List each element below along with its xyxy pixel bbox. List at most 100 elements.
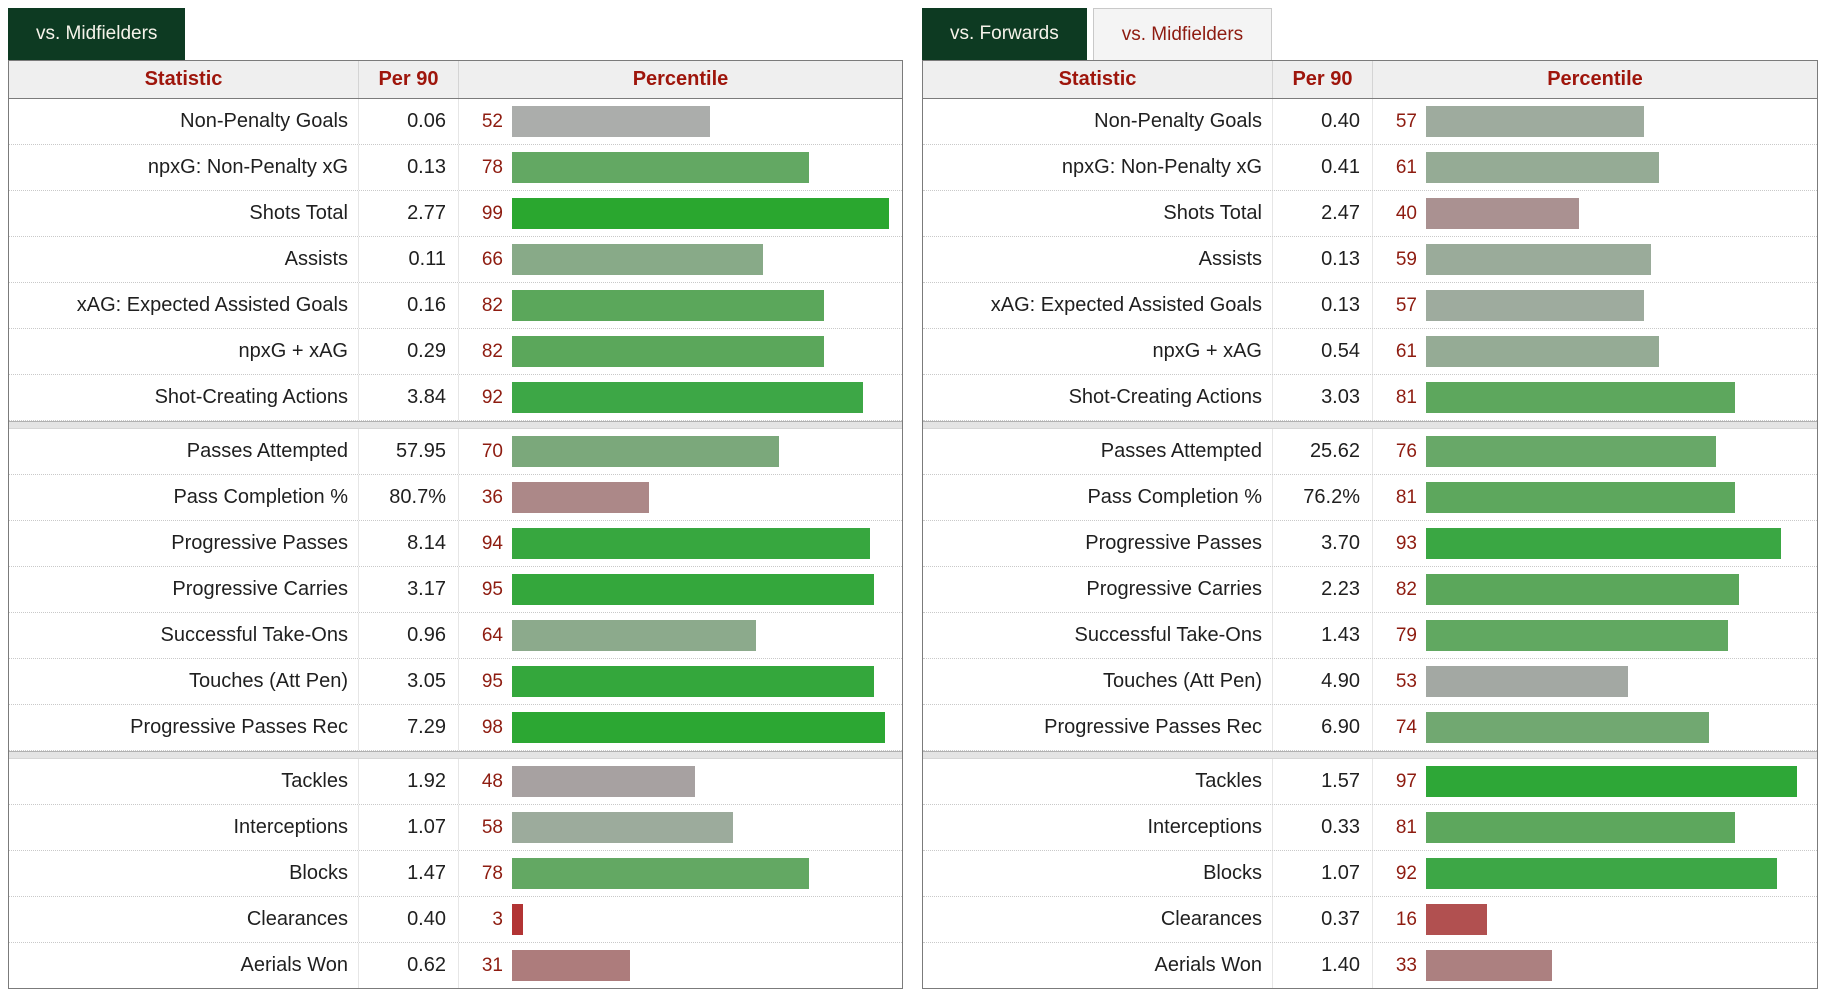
table-header-right: Statistic Per 90 Percentile bbox=[923, 61, 1817, 99]
table-row: Passes Attempted 25.62 76 bbox=[923, 429, 1817, 475]
tab-vs-midfielders-left[interactable]: vs. Midfielders bbox=[8, 8, 186, 60]
percentile-value: 94 bbox=[481, 532, 503, 554]
percentile-value: 95 bbox=[481, 670, 503, 692]
percentile-value: 76 bbox=[1395, 440, 1417, 462]
table-row: Progressive Passes Rec 6.90 74 bbox=[923, 705, 1817, 751]
stat-label: Clearances bbox=[9, 897, 359, 942]
table-row: Successful Take-Ons 0.96 64 bbox=[9, 613, 902, 659]
percentile-bar-track bbox=[1426, 290, 1808, 321]
percentile-cell: 81 bbox=[1373, 375, 1817, 420]
percentile-bar-track bbox=[512, 574, 893, 605]
percentile-bar-track bbox=[1426, 904, 1808, 935]
stat-label: Progressive Carries bbox=[923, 567, 1273, 612]
per90-value: 0.16 bbox=[359, 283, 459, 328]
percentile-bar bbox=[1426, 382, 1736, 413]
stat-label: Progressive Passes Rec bbox=[9, 705, 359, 750]
percentile-value: 82 bbox=[1395, 578, 1417, 600]
stat-label: Aerials Won bbox=[9, 943, 359, 988]
percentile-cell: 97 bbox=[1373, 759, 1817, 804]
percentile-value: 92 bbox=[1395, 862, 1417, 884]
per90-value: 1.47 bbox=[359, 851, 459, 896]
percentile-cell: 78 bbox=[459, 145, 902, 190]
percentile-cell: 74 bbox=[1373, 705, 1817, 750]
stat-label: Assists bbox=[9, 237, 359, 282]
tab-vs-midfielders-right[interactable]: vs. Midfielders bbox=[1092, 8, 1273, 60]
percentile-bar bbox=[1426, 712, 1709, 743]
percentile-bar-track bbox=[1426, 244, 1808, 275]
stat-label: Progressive Passes bbox=[923, 521, 1273, 566]
percentile-bar-track bbox=[512, 620, 893, 651]
percentile-bar-track bbox=[512, 436, 893, 467]
percentile-bar bbox=[512, 336, 825, 367]
table-body-right: Non-Penalty Goals 0.40 57 npxG: Non-Penalty… bbox=[923, 99, 1817, 988]
percentile-cell: 81 bbox=[1373, 805, 1817, 850]
stat-label: Touches (Att Pen) bbox=[9, 659, 359, 704]
percentile-bar-track bbox=[512, 858, 893, 889]
percentile-bar-track bbox=[512, 712, 893, 743]
table-row: Assists 0.11 66 bbox=[9, 237, 902, 283]
column-header-percentile: Percentile bbox=[632, 68, 729, 90]
percentile-value: 33 bbox=[1395, 954, 1417, 976]
stat-label: Non-Penalty Goals bbox=[923, 99, 1273, 144]
tab-vs-forwards-right[interactable]: vs. Forwards bbox=[922, 8, 1087, 60]
percentile-bar-track bbox=[512, 106, 893, 137]
table-row: Pass Completion % 80.7% 36 bbox=[9, 475, 902, 521]
table-row: npxG + xAG 0.29 82 bbox=[9, 329, 902, 375]
percentile-bar-track bbox=[512, 290, 893, 321]
percentile-value: 99 bbox=[481, 202, 503, 224]
per90-value: 0.06 bbox=[359, 99, 459, 144]
percentile-cell: 33 bbox=[1373, 943, 1817, 988]
table-row: Non-Penalty Goals 0.06 52 bbox=[9, 99, 902, 145]
table-row: npxG + xAG 0.54 61 bbox=[923, 329, 1817, 375]
percentile-bar bbox=[512, 436, 779, 467]
group-separator bbox=[923, 421, 1817, 429]
table-row: Progressive Passes Rec 7.29 98 bbox=[9, 705, 902, 751]
percentile-cell: 99 bbox=[459, 191, 902, 236]
percentile-bar bbox=[1426, 290, 1644, 321]
percentile-value: 79 bbox=[1395, 624, 1417, 646]
per90-value: 0.37 bbox=[1273, 897, 1373, 942]
per90-value: 1.40 bbox=[1273, 943, 1373, 988]
per90-value: 1.57 bbox=[1273, 759, 1373, 804]
table-row: Shot-Creating Actions 3.03 81 bbox=[923, 375, 1817, 421]
percentile-cell: 40 bbox=[1373, 191, 1817, 236]
table-row: Pass Completion % 76.2% 81 bbox=[923, 475, 1817, 521]
percentile-value: 52 bbox=[481, 110, 503, 132]
stat-label: Successful Take-Ons bbox=[923, 613, 1273, 658]
percentile-bar-track bbox=[512, 812, 893, 843]
percentile-cell: 95 bbox=[459, 659, 902, 704]
table-row: Aerials Won 1.40 33 bbox=[923, 943, 1817, 988]
percentile-bar-track bbox=[1426, 858, 1808, 889]
percentile-bar bbox=[512, 574, 874, 605]
stat-label: Interceptions bbox=[9, 805, 359, 850]
stat-label: Progressive Passes bbox=[9, 521, 359, 566]
percentile-value: 81 bbox=[1395, 386, 1417, 408]
per90-value: 0.62 bbox=[359, 943, 459, 988]
stat-label: npxG + xAG bbox=[923, 329, 1273, 374]
percentile-bar bbox=[1426, 106, 1644, 137]
percentile-bar-track bbox=[1426, 712, 1808, 743]
percentile-bar bbox=[1426, 620, 1728, 651]
percentile-bar-track bbox=[1426, 766, 1808, 797]
percentile-value: 66 bbox=[481, 248, 503, 270]
table-header-left: Statistic Per 90 Percentile bbox=[9, 61, 902, 99]
stat-label: Tackles bbox=[9, 759, 359, 804]
percentile-cell: 61 bbox=[1373, 329, 1817, 374]
table-row: Successful Take-Ons 1.43 79 bbox=[923, 613, 1817, 659]
percentile-value: 93 bbox=[1395, 532, 1417, 554]
percentile-value: 78 bbox=[481, 156, 503, 178]
percentile-bar bbox=[1426, 482, 1736, 513]
percentile-bar-track bbox=[1426, 198, 1808, 229]
column-header-statistic: Statistic bbox=[9, 61, 359, 98]
per90-value: 76.2% bbox=[1273, 475, 1373, 520]
percentile-bar-track bbox=[1426, 620, 1808, 651]
stat-label: Passes Attempted bbox=[9, 429, 359, 474]
per90-value: 0.40 bbox=[359, 897, 459, 942]
per90-value: 4.90 bbox=[1273, 659, 1373, 704]
percentile-bar bbox=[1426, 766, 1797, 797]
percentile-bar-track bbox=[512, 950, 893, 981]
percentile-bar bbox=[512, 382, 863, 413]
percentile-bar bbox=[512, 666, 874, 697]
stat-label: Progressive Passes Rec bbox=[923, 705, 1273, 750]
percentile-bar-track bbox=[512, 244, 893, 275]
